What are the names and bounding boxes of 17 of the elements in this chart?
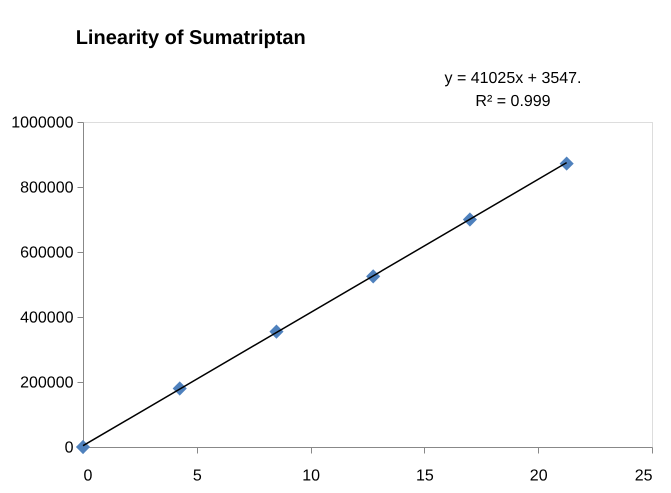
y-tick-label: 400000 <box>20 310 74 326</box>
chart-title: Linearity of Sumatriptan <box>76 27 306 49</box>
text: y = 41025x + 3547. <box>444 70 582 87</box>
point <box>76 440 90 454</box>
x-tick-label: 15 <box>416 468 434 484</box>
y-tick-label: 200000 <box>20 374 74 392</box>
x-tick-label: 5 <box>192 468 202 484</box>
x-tick-label: 20 <box>530 468 548 484</box>
x-tick-label: 0 <box>84 468 92 484</box>
x-tick-label: 10 <box>302 468 320 484</box>
x-tick-label: 25 <box>634 468 653 484</box>
y-tick-label: 600000 <box>20 244 74 262</box>
y-tick-label: 800000 <box>20 180 74 196</box>
text: R² = 0.999 <box>475 93 551 110</box>
y-tick-label: 0 <box>64 440 74 456</box>
y-tick-label: 1000000 <box>11 114 74 132</box>
point <box>560 156 574 171</box>
